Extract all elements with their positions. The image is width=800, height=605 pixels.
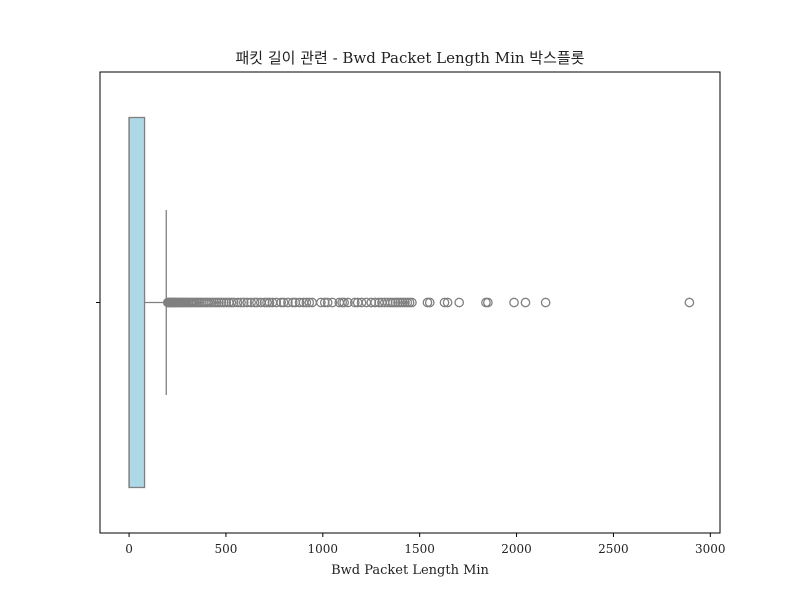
outlier-point [238, 297, 249, 308]
outlier-point [349, 297, 360, 308]
x-axis-label: Bwd Packet Length Min [331, 563, 489, 578]
outlier-point [684, 297, 695, 308]
outlier-point [388, 297, 398, 308]
outlier-point [228, 297, 239, 308]
x-tick-label: 1500 [404, 542, 435, 556]
outlier-point [454, 297, 465, 308]
x-tick-label: 500 [214, 542, 237, 556]
x-tick-label: 0 [125, 542, 133, 556]
x-tick-label: 1000 [308, 542, 339, 556]
outlier-point [287, 297, 298, 308]
outlier-point [439, 297, 450, 308]
outlier-point [276, 297, 287, 308]
outlier-point [356, 297, 367, 308]
outlier-point [390, 297, 401, 308]
outlier-point [218, 297, 229, 308]
outlier-point [294, 297, 305, 308]
box-iqr [128, 116, 146, 489]
outlier-point [264, 297, 275, 308]
outlier-point [262, 297, 272, 308]
outlier-point [343, 297, 353, 308]
x-tick-label: 2000 [501, 542, 532, 556]
plot-area [128, 116, 695, 489]
outlier-point [442, 297, 453, 308]
outlier-point [221, 297, 232, 308]
outlier-point [407, 297, 417, 308]
outlier-point [483, 297, 493, 308]
outlier-point [216, 297, 227, 308]
outlier-point [327, 297, 338, 308]
outlier-point [246, 297, 256, 308]
outlier-point [232, 297, 243, 308]
outlier-point [520, 297, 531, 308]
outlier-point [339, 297, 349, 308]
outlier-point [370, 297, 380, 308]
outlier-point [283, 297, 293, 308]
x-tick-label: 3000 [695, 542, 726, 556]
outlier-point [304, 297, 315, 308]
outlier-point [301, 297, 312, 308]
outlier-point [278, 297, 289, 308]
outlier-point [242, 297, 253, 308]
outlier-point [316, 297, 326, 308]
outlier-point [252, 297, 262, 308]
outlier-point [481, 297, 491, 308]
outlier-point [509, 297, 519, 308]
outlier-point [271, 297, 282, 308]
outlier-point [540, 297, 551, 308]
outlier-point [424, 297, 435, 308]
chart-title: 패킷 길이 관련 - Bwd Packet Length Min 박스플롯 [235, 49, 584, 67]
x-axis: 0 500 1000 1500 2000 2500 3000 [96, 302, 726, 556]
outlier-point [322, 297, 333, 308]
outlier-point [236, 297, 246, 308]
x-tick-label: 2500 [598, 542, 629, 556]
